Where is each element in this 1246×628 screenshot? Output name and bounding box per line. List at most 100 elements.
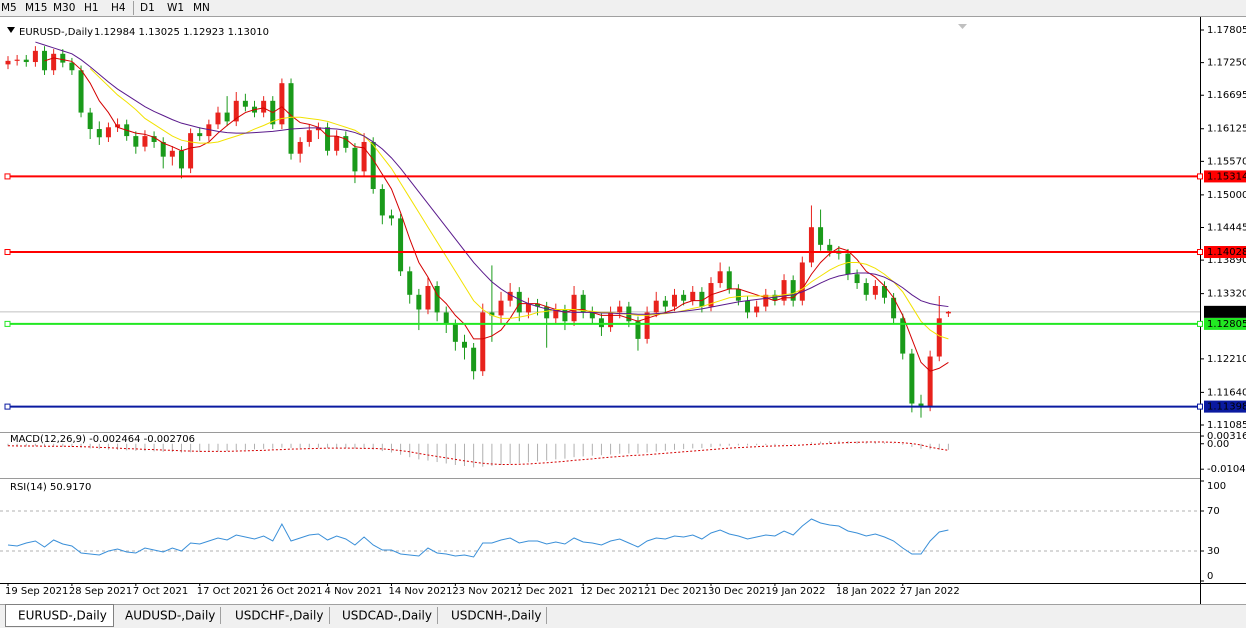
one-click-toggle[interactable] <box>958 24 967 29</box>
chart-tab[interactable]: USDCNH-,Daily <box>451 609 542 623</box>
candle-body <box>827 244 833 251</box>
timeframe-button[interactable]: MN <box>193 2 210 14</box>
candle-body <box>169 150 175 157</box>
y-tick-label: 1.16125 <box>1207 124 1246 135</box>
candle-body <box>407 271 413 295</box>
candle-body <box>690 291 696 301</box>
candle-body <box>881 285 887 298</box>
candle-body <box>589 312 595 319</box>
y-tick-label: 1.15570 <box>1207 156 1246 167</box>
candle-body <box>160 141 166 157</box>
candle-body <box>261 100 267 113</box>
candle-body <box>5 60 11 65</box>
x-tick-label: 18 Jan 2022 <box>836 586 896 597</box>
candle-body <box>178 150 184 169</box>
chart-tab[interactable]: EURUSD-,Daily <box>18 609 107 623</box>
candle-body <box>142 136 148 147</box>
timeframe-button[interactable]: H4 <box>111 2 126 14</box>
chart-tab[interactable]: USDCHF-,Daily <box>235 609 323 623</box>
candle-body <box>489 312 495 316</box>
candle-body <box>790 280 796 301</box>
candle-body <box>480 312 486 372</box>
candle-body <box>133 136 139 147</box>
macd-signal-line <box>7 441 949 465</box>
candle-body <box>498 300 504 316</box>
candle-body <box>215 112 221 125</box>
chart-tab[interactable]: AUDUSD-,Daily <box>125 609 215 623</box>
timeframe-button[interactable]: D1 <box>140 2 155 14</box>
candle-body <box>735 288 741 301</box>
symbol-menu-arrow[interactable] <box>7 27 15 33</box>
x-tick-label: 14 Nov 2021 <box>388 586 452 597</box>
level-handle <box>4 403 11 410</box>
candle-body <box>845 253 851 275</box>
level-handle <box>4 173 11 180</box>
candle-body <box>352 147 358 172</box>
x-tick-label: 17 Oct 2021 <box>197 586 259 597</box>
level-handle <box>4 249 11 256</box>
level-handle <box>1197 173 1203 180</box>
candle-body <box>32 50 38 63</box>
candle-body <box>306 130 312 142</box>
level-handle <box>1197 249 1203 256</box>
candle-body <box>115 124 121 128</box>
candle-body <box>233 100 239 122</box>
timeframe-button[interactable]: M5 <box>1 2 17 14</box>
y-tick-label: 1.13890 <box>1207 255 1246 266</box>
candle-body <box>544 306 550 319</box>
candle-body <box>361 141 367 172</box>
x-tick-label: 23 Nov 2021 <box>452 586 516 597</box>
timeframe-toolbar <box>0 0 1246 16</box>
candle-body <box>398 218 404 272</box>
x-tick-label: 12 Dec 2021 <box>580 586 644 597</box>
candle-body <box>87 112 93 130</box>
chart-tab[interactable]: USDCAD-,Daily <box>342 609 432 623</box>
x-tick-label: 19 Sep 2021 <box>5 586 68 597</box>
candle-body <box>671 294 677 307</box>
symbol-title: EURUSD-,Daily <box>19 27 93 38</box>
candle-body <box>188 133 194 169</box>
candle-body <box>14 59 20 61</box>
candle-body <box>516 291 522 313</box>
candle-body <box>945 311 951 314</box>
candle-body <box>151 136 157 142</box>
timeframe-button[interactable]: W1 <box>167 2 184 14</box>
y-tick-label: 0 <box>1207 571 1213 582</box>
candle-body <box>754 306 760 313</box>
candle-body <box>726 271 732 289</box>
candle-body <box>507 291 513 301</box>
x-tick-label: 2 Dec 2021 <box>516 586 574 597</box>
candle-body <box>471 347 477 372</box>
candle-body <box>462 341 467 348</box>
candle-body <box>909 353 915 404</box>
candle-body <box>279 83 285 125</box>
y-tick-label: 1.12210 <box>1207 354 1246 365</box>
active-tab[interactable] <box>5 604 114 627</box>
candle-body <box>434 285 440 313</box>
timeframe-button[interactable]: M15 <box>25 2 47 14</box>
candle-body <box>872 285 878 295</box>
candle-body <box>799 262 805 301</box>
current-price-tag <box>1204 305 1246 318</box>
rsi-line <box>7 518 949 558</box>
candle-body <box>51 53 57 71</box>
x-tick-label: 21 Dec 2021 <box>644 586 708 597</box>
candle-body <box>535 303 541 307</box>
tab-bar <box>0 604 1246 628</box>
candle-body <box>315 127 321 131</box>
candle-body <box>370 141 376 189</box>
candle-body <box>598 318 604 328</box>
level-price-label: 1.11398 <box>1207 402 1246 413</box>
candle-body <box>105 127 111 138</box>
timeframe-button[interactable]: M30 <box>53 2 75 14</box>
candle-body <box>717 271 723 284</box>
candle-body <box>206 124 212 137</box>
candle-body <box>617 306 623 313</box>
y-tick-label: 1.14445 <box>1207 222 1246 233</box>
y-tick-label: 0.003165 <box>1207 431 1246 442</box>
timeframe-button[interactable]: H1 <box>84 2 99 14</box>
candle-body <box>224 112 230 122</box>
y-tick-label: 1.17805 <box>1207 25 1246 36</box>
candle-body <box>343 136 349 148</box>
y-tick-label: 1.16695 <box>1207 90 1246 101</box>
